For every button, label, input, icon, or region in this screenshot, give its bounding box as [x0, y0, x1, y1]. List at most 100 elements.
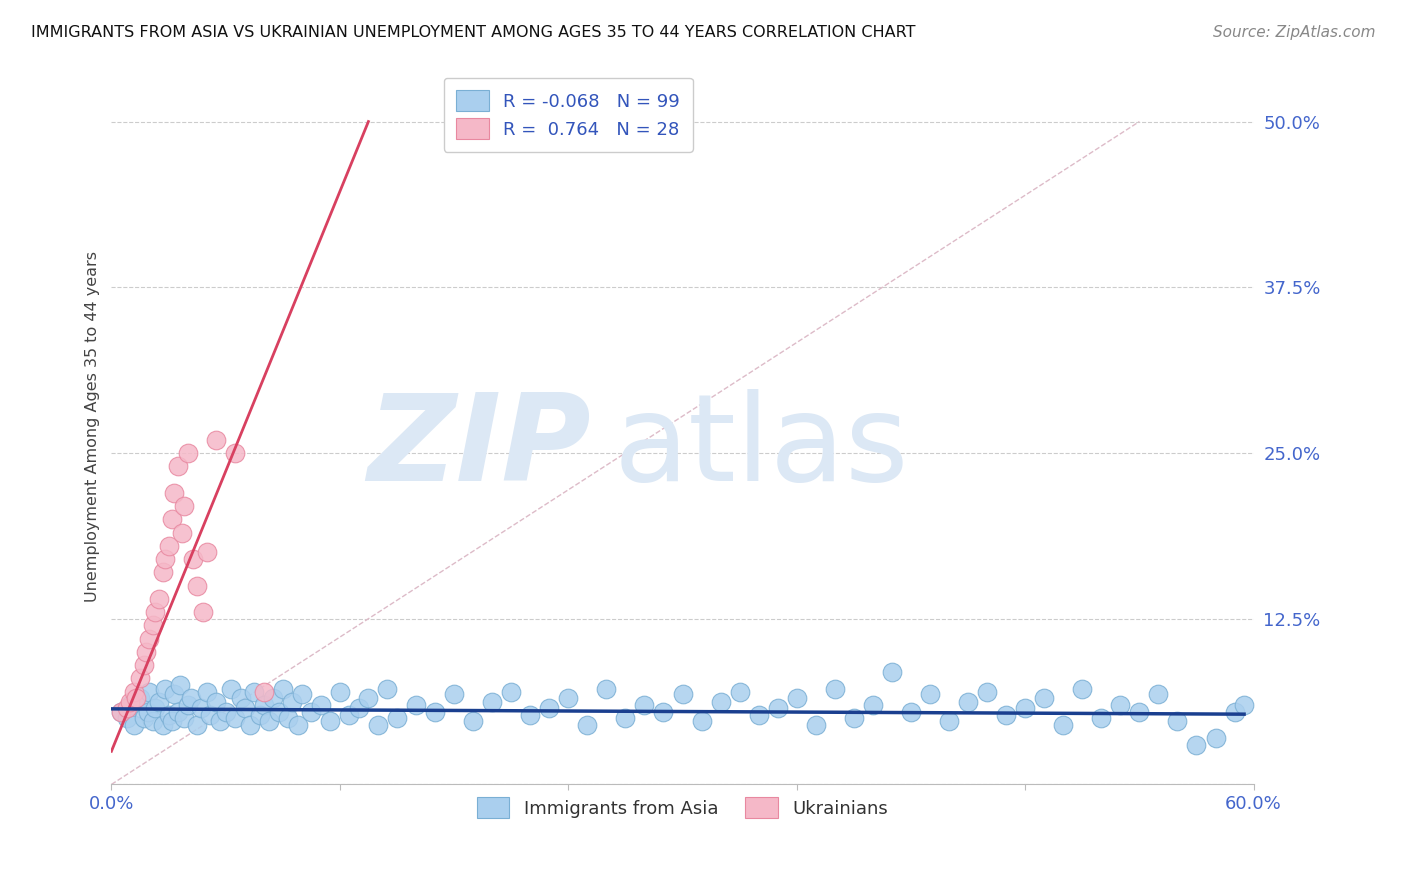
- Text: atlas: atlas: [614, 390, 910, 507]
- Point: [152, 718, 174, 732]
- Point: [195, 545, 218, 559]
- Point: [239, 718, 262, 732]
- Point: [337, 708, 360, 723]
- Point: [163, 485, 186, 500]
- Point: [221, 681, 243, 696]
- Point: [125, 691, 148, 706]
- Point: [299, 705, 322, 719]
- Point: [614, 711, 637, 725]
- Point: [148, 591, 170, 606]
- Point: [167, 705, 190, 719]
- Point: [138, 632, 160, 646]
- Point: [1147, 687, 1170, 701]
- Point: [329, 684, 352, 698]
- Point: [186, 578, 208, 592]
- Point: [557, 691, 579, 706]
- Point: [804, 718, 827, 732]
- Point: [957, 695, 980, 709]
- Point: [319, 714, 342, 728]
- Point: [357, 691, 380, 706]
- Point: [710, 695, 733, 709]
- Point: [377, 681, 399, 696]
- Point: [229, 691, 252, 706]
- Point: [224, 446, 246, 460]
- Point: [143, 605, 166, 619]
- Point: [143, 700, 166, 714]
- Point: [595, 681, 617, 696]
- Point: [671, 687, 693, 701]
- Point: [129, 691, 152, 706]
- Point: [243, 684, 266, 698]
- Point: [253, 684, 276, 698]
- Point: [169, 678, 191, 692]
- Point: [253, 698, 276, 712]
- Point: [153, 681, 176, 696]
- Point: [1071, 681, 1094, 696]
- Point: [181, 552, 204, 566]
- Point: [142, 714, 165, 728]
- Point: [173, 499, 195, 513]
- Point: [115, 700, 138, 714]
- Point: [135, 645, 157, 659]
- Legend: Immigrants from Asia, Ukrainians: Immigrants from Asia, Ukrainians: [470, 790, 896, 825]
- Point: [173, 711, 195, 725]
- Point: [766, 700, 789, 714]
- Point: [576, 718, 599, 732]
- Point: [176, 446, 198, 460]
- Point: [976, 684, 998, 698]
- Text: Source: ZipAtlas.com: Source: ZipAtlas.com: [1212, 25, 1375, 40]
- Point: [385, 711, 408, 725]
- Point: [405, 698, 427, 712]
- Point: [214, 705, 236, 719]
- Point: [1033, 691, 1056, 706]
- Point: [281, 695, 304, 709]
- Point: [162, 512, 184, 526]
- Point: [842, 711, 865, 725]
- Point: [277, 711, 299, 725]
- Point: [748, 708, 770, 723]
- Point: [162, 714, 184, 728]
- Point: [195, 684, 218, 698]
- Point: [132, 711, 155, 725]
- Point: [129, 672, 152, 686]
- Point: [309, 698, 332, 712]
- Point: [152, 566, 174, 580]
- Point: [287, 718, 309, 732]
- Point: [862, 698, 884, 712]
- Point: [142, 618, 165, 632]
- Point: [120, 695, 142, 709]
- Point: [1109, 698, 1132, 712]
- Point: [538, 700, 561, 714]
- Point: [443, 687, 465, 701]
- Point: [249, 708, 271, 723]
- Point: [186, 718, 208, 732]
- Point: [115, 711, 138, 725]
- Point: [148, 695, 170, 709]
- Point: [262, 691, 284, 706]
- Point: [824, 681, 846, 696]
- Point: [501, 684, 523, 698]
- Point: [176, 698, 198, 712]
- Point: [224, 711, 246, 725]
- Point: [233, 700, 256, 714]
- Point: [1128, 705, 1150, 719]
- Point: [138, 684, 160, 698]
- Point: [110, 705, 132, 719]
- Point: [180, 691, 202, 706]
- Point: [1185, 738, 1208, 752]
- Point: [110, 705, 132, 719]
- Point: [122, 718, 145, 732]
- Point: [157, 708, 180, 723]
- Y-axis label: Unemployment Among Ages 35 to 44 years: Unemployment Among Ages 35 to 44 years: [86, 251, 100, 602]
- Point: [481, 695, 503, 709]
- Point: [190, 700, 212, 714]
- Point: [132, 658, 155, 673]
- Point: [153, 552, 176, 566]
- Point: [208, 714, 231, 728]
- Point: [423, 705, 446, 719]
- Point: [367, 718, 389, 732]
- Text: ZIP: ZIP: [367, 390, 591, 507]
- Point: [633, 698, 655, 712]
- Point: [122, 684, 145, 698]
- Point: [1014, 700, 1036, 714]
